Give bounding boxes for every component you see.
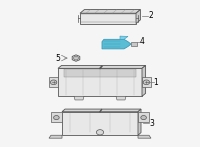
- Polygon shape: [138, 135, 151, 138]
- Polygon shape: [116, 96, 126, 100]
- Polygon shape: [72, 55, 80, 61]
- Polygon shape: [49, 135, 62, 138]
- Polygon shape: [58, 68, 142, 96]
- Polygon shape: [62, 109, 141, 112]
- Polygon shape: [51, 112, 62, 122]
- Circle shape: [50, 80, 57, 85]
- Polygon shape: [102, 39, 131, 49]
- Polygon shape: [62, 112, 138, 135]
- Polygon shape: [80, 10, 140, 13]
- Polygon shape: [120, 36, 128, 39]
- Circle shape: [143, 80, 150, 85]
- Polygon shape: [138, 109, 141, 135]
- Text: 5: 5: [56, 54, 61, 63]
- Circle shape: [74, 56, 78, 60]
- Polygon shape: [74, 96, 84, 100]
- Circle shape: [141, 116, 146, 120]
- Text: 3: 3: [149, 119, 154, 128]
- Circle shape: [54, 116, 59, 120]
- Polygon shape: [142, 65, 146, 96]
- Text: 4: 4: [140, 37, 145, 46]
- Polygon shape: [142, 77, 151, 87]
- Polygon shape: [49, 77, 58, 87]
- Circle shape: [96, 130, 104, 135]
- Text: 1: 1: [154, 78, 158, 87]
- Polygon shape: [58, 65, 146, 68]
- Polygon shape: [80, 13, 136, 24]
- Text: 2: 2: [148, 11, 153, 20]
- Polygon shape: [138, 112, 149, 122]
- Polygon shape: [64, 69, 136, 77]
- Polygon shape: [131, 42, 137, 46]
- Polygon shape: [136, 10, 140, 24]
